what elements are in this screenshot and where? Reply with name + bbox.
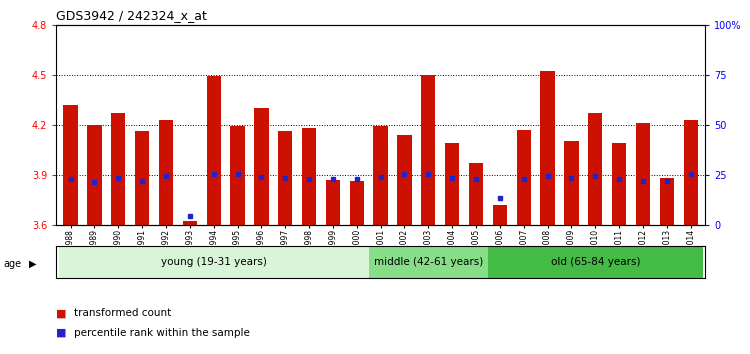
Text: middle (42-61 years): middle (42-61 years) — [374, 257, 483, 267]
Text: young (19-31 years): young (19-31 years) — [160, 257, 266, 267]
Text: ▶: ▶ — [28, 259, 36, 269]
Bar — [135, 131, 149, 225]
Bar — [588, 113, 602, 225]
Text: old (65-84 years): old (65-84 years) — [550, 257, 640, 267]
Bar — [159, 120, 173, 225]
Bar — [493, 205, 507, 225]
Bar — [398, 135, 412, 225]
Text: ■: ■ — [56, 308, 67, 318]
Bar — [636, 123, 650, 225]
Bar — [230, 126, 244, 225]
Bar — [374, 126, 388, 225]
Bar — [302, 128, 316, 225]
Bar — [58, 246, 369, 278]
Bar — [612, 143, 626, 225]
Bar — [206, 76, 220, 225]
Bar — [683, 120, 698, 225]
Bar — [564, 142, 578, 225]
Text: percentile rank within the sample: percentile rank within the sample — [74, 328, 249, 338]
Bar — [183, 222, 197, 225]
Text: age: age — [4, 259, 22, 269]
Bar — [111, 113, 125, 225]
Bar — [488, 246, 703, 278]
Text: transformed count: transformed count — [74, 308, 171, 318]
Bar — [326, 180, 340, 225]
Bar — [445, 143, 459, 225]
Bar — [254, 108, 268, 225]
Bar — [422, 75, 436, 225]
Bar — [278, 131, 292, 225]
Bar — [350, 182, 364, 225]
Text: ■: ■ — [56, 328, 67, 338]
Text: GDS3942 / 242324_x_at: GDS3942 / 242324_x_at — [56, 9, 207, 22]
Bar — [517, 130, 531, 225]
Bar — [87, 125, 101, 225]
Bar — [541, 72, 555, 225]
Bar — [369, 246, 488, 278]
Bar — [64, 105, 78, 225]
Bar — [469, 163, 483, 225]
Bar — [660, 178, 674, 225]
